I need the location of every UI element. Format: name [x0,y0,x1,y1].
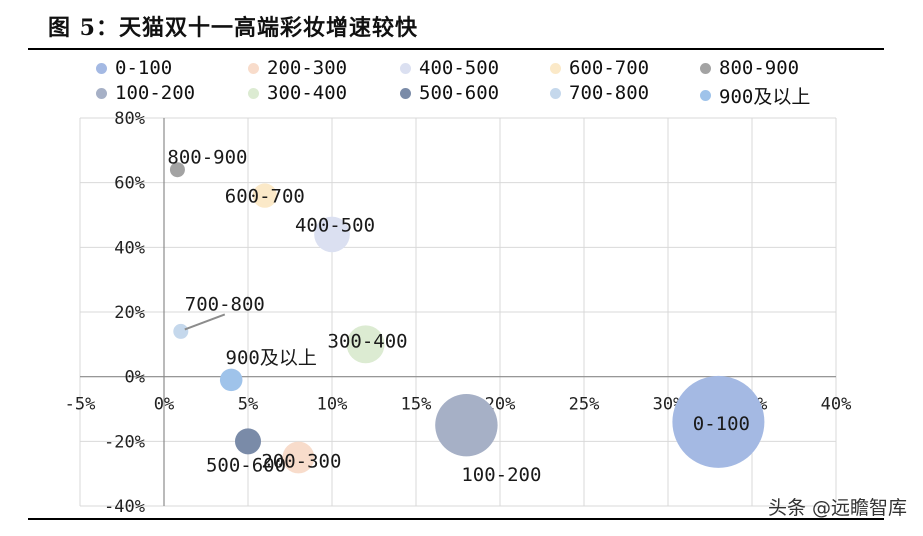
bubble-label-300-400: 300-400 [328,330,408,352]
legend-item-0-100: 0-100 [96,57,172,79]
y-tick-label: -40% [104,497,145,517]
y-tick-label: 20% [114,303,145,323]
x-tick-label: 15% [401,395,432,415]
axes: 80%60%40%20%0%-20%-40%-5% 0% 5% 10% 15% 20% 25… [65,109,852,517]
legend-item-100-200: 100-200 [96,82,195,104]
leader-line [184,313,226,331]
figure-number: 5 [79,15,96,41]
legend-swatch [96,87,107,99]
legend-item-300-400: 300-400 [248,82,347,104]
x-tick-label: 10% [317,395,348,415]
x-tick-label: 0% [154,395,174,415]
y-tick-label: 0% [125,368,145,388]
bottom-rule [28,518,884,520]
legend-swatch [700,62,711,74]
bubble-label-800-900: 800-900 [167,147,247,169]
legend-item-600-700: 600-700 [550,57,649,79]
legend-label: 300-400 [267,82,348,104]
legend-item-500-600: 500-600 [400,82,499,104]
legend-label: 100-200 [115,82,196,104]
legend-label: 0-100 [115,57,173,79]
legend-label: 900及以上 [719,86,811,108]
legend-swatch [96,62,107,74]
bubble-label-200-300: 200-300 [261,451,341,473]
legend-item-400-500: 400-500 [400,57,499,79]
legend-label: 400-500 [419,57,500,79]
bubble-900及以上 [219,368,243,392]
bubble-label-700-800: 700-800 [185,293,265,315]
x-tick-label: -5% [65,395,96,415]
legend-swatch [400,62,411,74]
legend-label: 600-700 [569,57,650,79]
legend-label: 800-900 [719,57,800,79]
legend-label: 200-300 [267,57,348,79]
bubble-label-100-200: 100-200 [461,464,541,486]
legend-swatch [550,62,561,74]
legend-item-900及以上: 900及以上 [700,82,810,109]
legend-label: 500-600 [419,82,500,104]
bubble-200-300 [282,441,315,474]
bubble-300-400 [346,325,385,364]
top-rule [28,48,884,50]
bubble-800-900 [169,162,185,178]
figure-title-text: ：天猫双十一高端彩妆增速较快 [95,16,418,41]
x-tick-label: 5% [238,395,258,415]
bubble-700-800 [173,323,189,339]
bubble-600-700 [252,183,277,208]
bubble-500-600 [234,428,262,455]
legend-swatch [550,87,561,99]
bubble-labels: 0-100 100-200 200-300 300-400 400-500 500-600… [167,147,750,486]
y-tick-label: -20% [104,432,145,452]
bubble-400-500 [314,216,350,253]
legend-swatch [248,87,259,99]
y-tick-label: 80% [114,109,145,129]
y-tick-label: 40% [114,238,145,258]
bubble-100-200 [435,393,498,457]
bubble-label-500-600: 500-600 [206,454,286,476]
legend-swatch [400,87,411,99]
figure-title: 图 5：天猫双十一高端彩妆增速较快 [48,10,418,42]
figure-prefix: 图 [48,16,80,41]
legend-label: 700-800 [569,82,650,104]
legend-item-800-900: 800-900 [700,57,799,79]
x-tick-label: 25% [569,395,600,415]
legend-swatch [700,90,711,101]
legend-item-200-300: 200-300 [248,57,347,79]
watermark: 头条 @远瞻智库 [767,497,907,519]
bubble-0-100 [672,375,765,468]
legend-swatch [248,62,259,74]
bubble-label-400-500: 400-500 [295,214,375,236]
bubble-label-600-700: 600-700 [225,186,305,208]
bubbles [169,162,765,474]
legend-item-700-800: 700-800 [550,82,649,104]
y-tick-label: 60% [114,174,145,194]
bubble-label-0-100: 0-100 [693,413,750,435]
bubble-label-900及以上: 900及以上 [226,347,317,369]
x-tick-label: 40% [821,395,852,415]
